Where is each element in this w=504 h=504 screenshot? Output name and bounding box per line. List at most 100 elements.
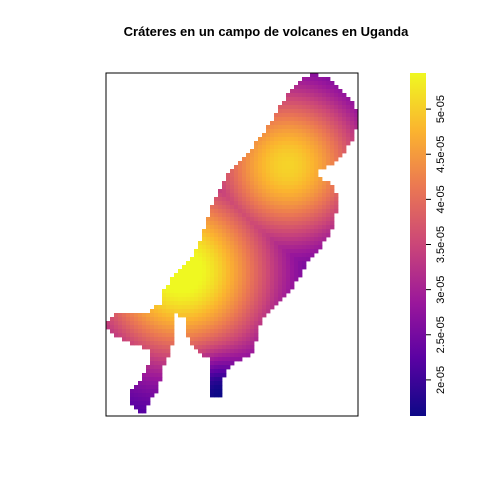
- heatmap-cell: [230, 197, 235, 202]
- heatmap-cell: [306, 189, 311, 194]
- heatmap-cell: [310, 129, 315, 134]
- heatmap-cell: [338, 145, 343, 150]
- heatmap-cell: [126, 313, 131, 318]
- heatmap-cell: [242, 225, 247, 230]
- heatmap-cell: [210, 229, 215, 234]
- heatmap-cell: [154, 349, 159, 354]
- heatmap-cell: [166, 301, 171, 306]
- heatmap-cell: [238, 165, 243, 170]
- heatmap-cell: [274, 157, 279, 162]
- heatmap-cell: [142, 337, 147, 342]
- heatmap-cell: [154, 377, 159, 382]
- heatmap-cell: [258, 225, 263, 230]
- heatmap-cell: [222, 213, 227, 218]
- heatmap-cell: [218, 305, 223, 310]
- heatmap-cell: [226, 333, 231, 338]
- heatmap-cell: [190, 325, 195, 330]
- heatmap-cell: [270, 233, 275, 238]
- heatmap-cell: [262, 293, 267, 298]
- heatmap-cell: [250, 193, 255, 198]
- heatmap-cell: [310, 165, 315, 170]
- heatmap-cell: [286, 285, 291, 290]
- heatmap-cell: [242, 309, 247, 314]
- heatmap-cell: [262, 193, 267, 198]
- heatmap-cell: [298, 245, 303, 250]
- heatmap-cell: [258, 169, 263, 174]
- heatmap-cell: [150, 345, 155, 350]
- heatmap-cell: [346, 105, 351, 110]
- heatmap-cell: [314, 197, 319, 202]
- heatmap-cell: [202, 273, 207, 278]
- heatmap-cell: [166, 325, 171, 330]
- heatmap-cell: [302, 105, 307, 110]
- heatmap-cell: [222, 181, 227, 186]
- heatmap-cell: [190, 273, 195, 278]
- heatmap-cell: [254, 329, 259, 334]
- heatmap-cell: [326, 81, 331, 86]
- heatmap-cell: [330, 137, 335, 142]
- heatmap-cell: [198, 249, 203, 254]
- heatmap-cell: [138, 341, 143, 346]
- heatmap-cell: [206, 341, 211, 346]
- heatmap-cell: [178, 285, 183, 290]
- heatmap-cell: [254, 281, 259, 286]
- heatmap-cell: [254, 249, 259, 254]
- heatmap-cell: [234, 193, 239, 198]
- heatmap-cell: [354, 109, 359, 114]
- heatmap-cell: [310, 85, 315, 90]
- heatmap-cell: [214, 341, 219, 346]
- heatmap-cell: [262, 185, 267, 190]
- heatmap-cell: [218, 237, 223, 242]
- heatmap-cell: [142, 405, 147, 410]
- heatmap-cell: [194, 277, 199, 282]
- heatmap-cell: [278, 273, 283, 278]
- heatmap-cell: [330, 193, 335, 198]
- heatmap-cell: [202, 313, 207, 318]
- heatmap-cell: [290, 197, 295, 202]
- heatmap-cell: [270, 165, 275, 170]
- heatmap-cell: [246, 245, 251, 250]
- heatmap-cell: [126, 329, 131, 334]
- heatmap-cell: [194, 249, 199, 254]
- heatmap-cell: [286, 229, 291, 234]
- heatmap-cell: [246, 177, 251, 182]
- heatmap-cell: [270, 249, 275, 254]
- heatmap-cell: [186, 329, 191, 334]
- heatmap-cell: [234, 345, 239, 350]
- heatmap-cell: [286, 133, 291, 138]
- heatmap-cell: [278, 245, 283, 250]
- heatmap-cell: [306, 101, 311, 106]
- heatmap-cell: [326, 85, 331, 90]
- heatmap-cell: [322, 197, 327, 202]
- heatmap-cell: [166, 321, 171, 326]
- heatmap-cell: [286, 105, 291, 110]
- heatmap-cell: [278, 113, 283, 118]
- heatmap-cell: [354, 121, 359, 126]
- heatmap-cell: [322, 117, 327, 122]
- heatmap-cell: [230, 281, 235, 286]
- heatmap-cell: [242, 341, 247, 346]
- heatmap-cell: [206, 245, 211, 250]
- heatmap-cell: [278, 241, 283, 246]
- heatmap-cell: [238, 225, 243, 230]
- heatmap-cell: [310, 221, 315, 226]
- heatmap-cell: [226, 201, 231, 206]
- heatmap-cell: [226, 313, 231, 318]
- heatmap-cell: [234, 249, 239, 254]
- heatmap-cell: [182, 265, 187, 270]
- heatmap-cell: [298, 121, 303, 126]
- heatmap-cell: [178, 273, 183, 278]
- heatmap-cell: [286, 237, 291, 242]
- heatmap-cell: [206, 353, 211, 358]
- heatmap-cell: [242, 165, 247, 170]
- heatmap-cell: [282, 253, 287, 258]
- heatmap-cell: [234, 325, 239, 330]
- heatmap-cell: [150, 393, 155, 398]
- heatmap-cell: [194, 285, 199, 290]
- heatmap-cell: [162, 349, 167, 354]
- heatmap-cell: [262, 225, 267, 230]
- heatmap-cell: [298, 209, 303, 214]
- heatmap-cell: [194, 313, 199, 318]
- heatmap-cell: [170, 293, 175, 298]
- heatmap-cell: [138, 385, 143, 390]
